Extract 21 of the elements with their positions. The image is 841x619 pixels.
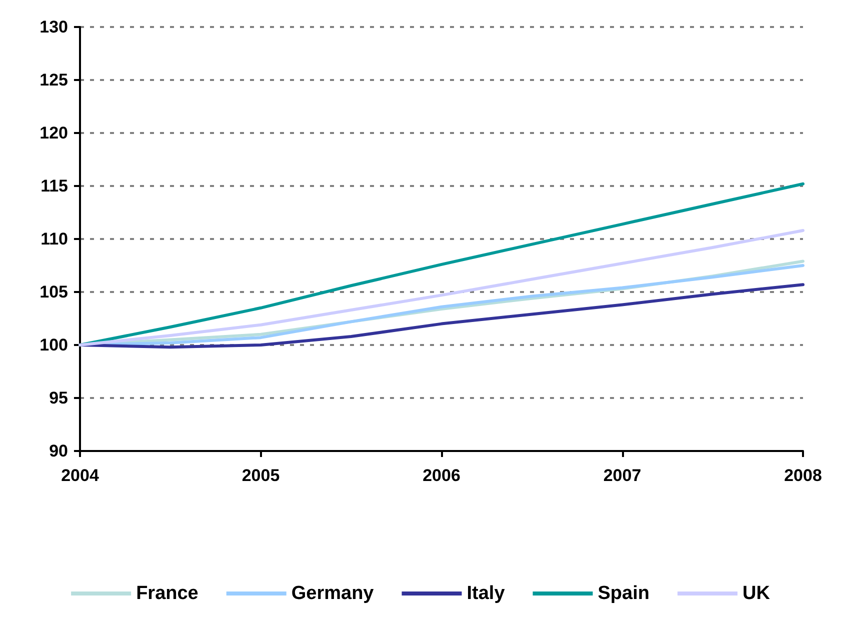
line-series (78, 229, 804, 346)
y-tick-label: 105 (40, 282, 68, 302)
legend-label: Germany (291, 583, 374, 604)
x-tick-label: 2007 (603, 466, 642, 485)
y-tick-label: 115 (40, 176, 68, 196)
x-tick-label: 2004 (61, 466, 100, 485)
y-tick-label: 110 (40, 230, 68, 248)
x-tick-label: 2006 (422, 466, 460, 485)
y-tick-label: 100 (40, 336, 68, 354)
y-tick-label: 90 (49, 442, 68, 460)
legend-label: France (136, 583, 198, 604)
x-tick-label: 2005 (242, 466, 280, 485)
x-tick-label: 2008 (784, 466, 822, 485)
legend-label: Italy (466, 583, 506, 604)
legend-label: Spain (598, 583, 650, 604)
line-series (78, 182, 804, 346)
y-tick-label: 130 (40, 18, 68, 36)
y-tick-label: 120 (40, 124, 68, 142)
legend-label: UK (742, 583, 770, 604)
y-tick-label: 95 (49, 388, 68, 408)
y-tick-label: 125 (40, 70, 68, 90)
